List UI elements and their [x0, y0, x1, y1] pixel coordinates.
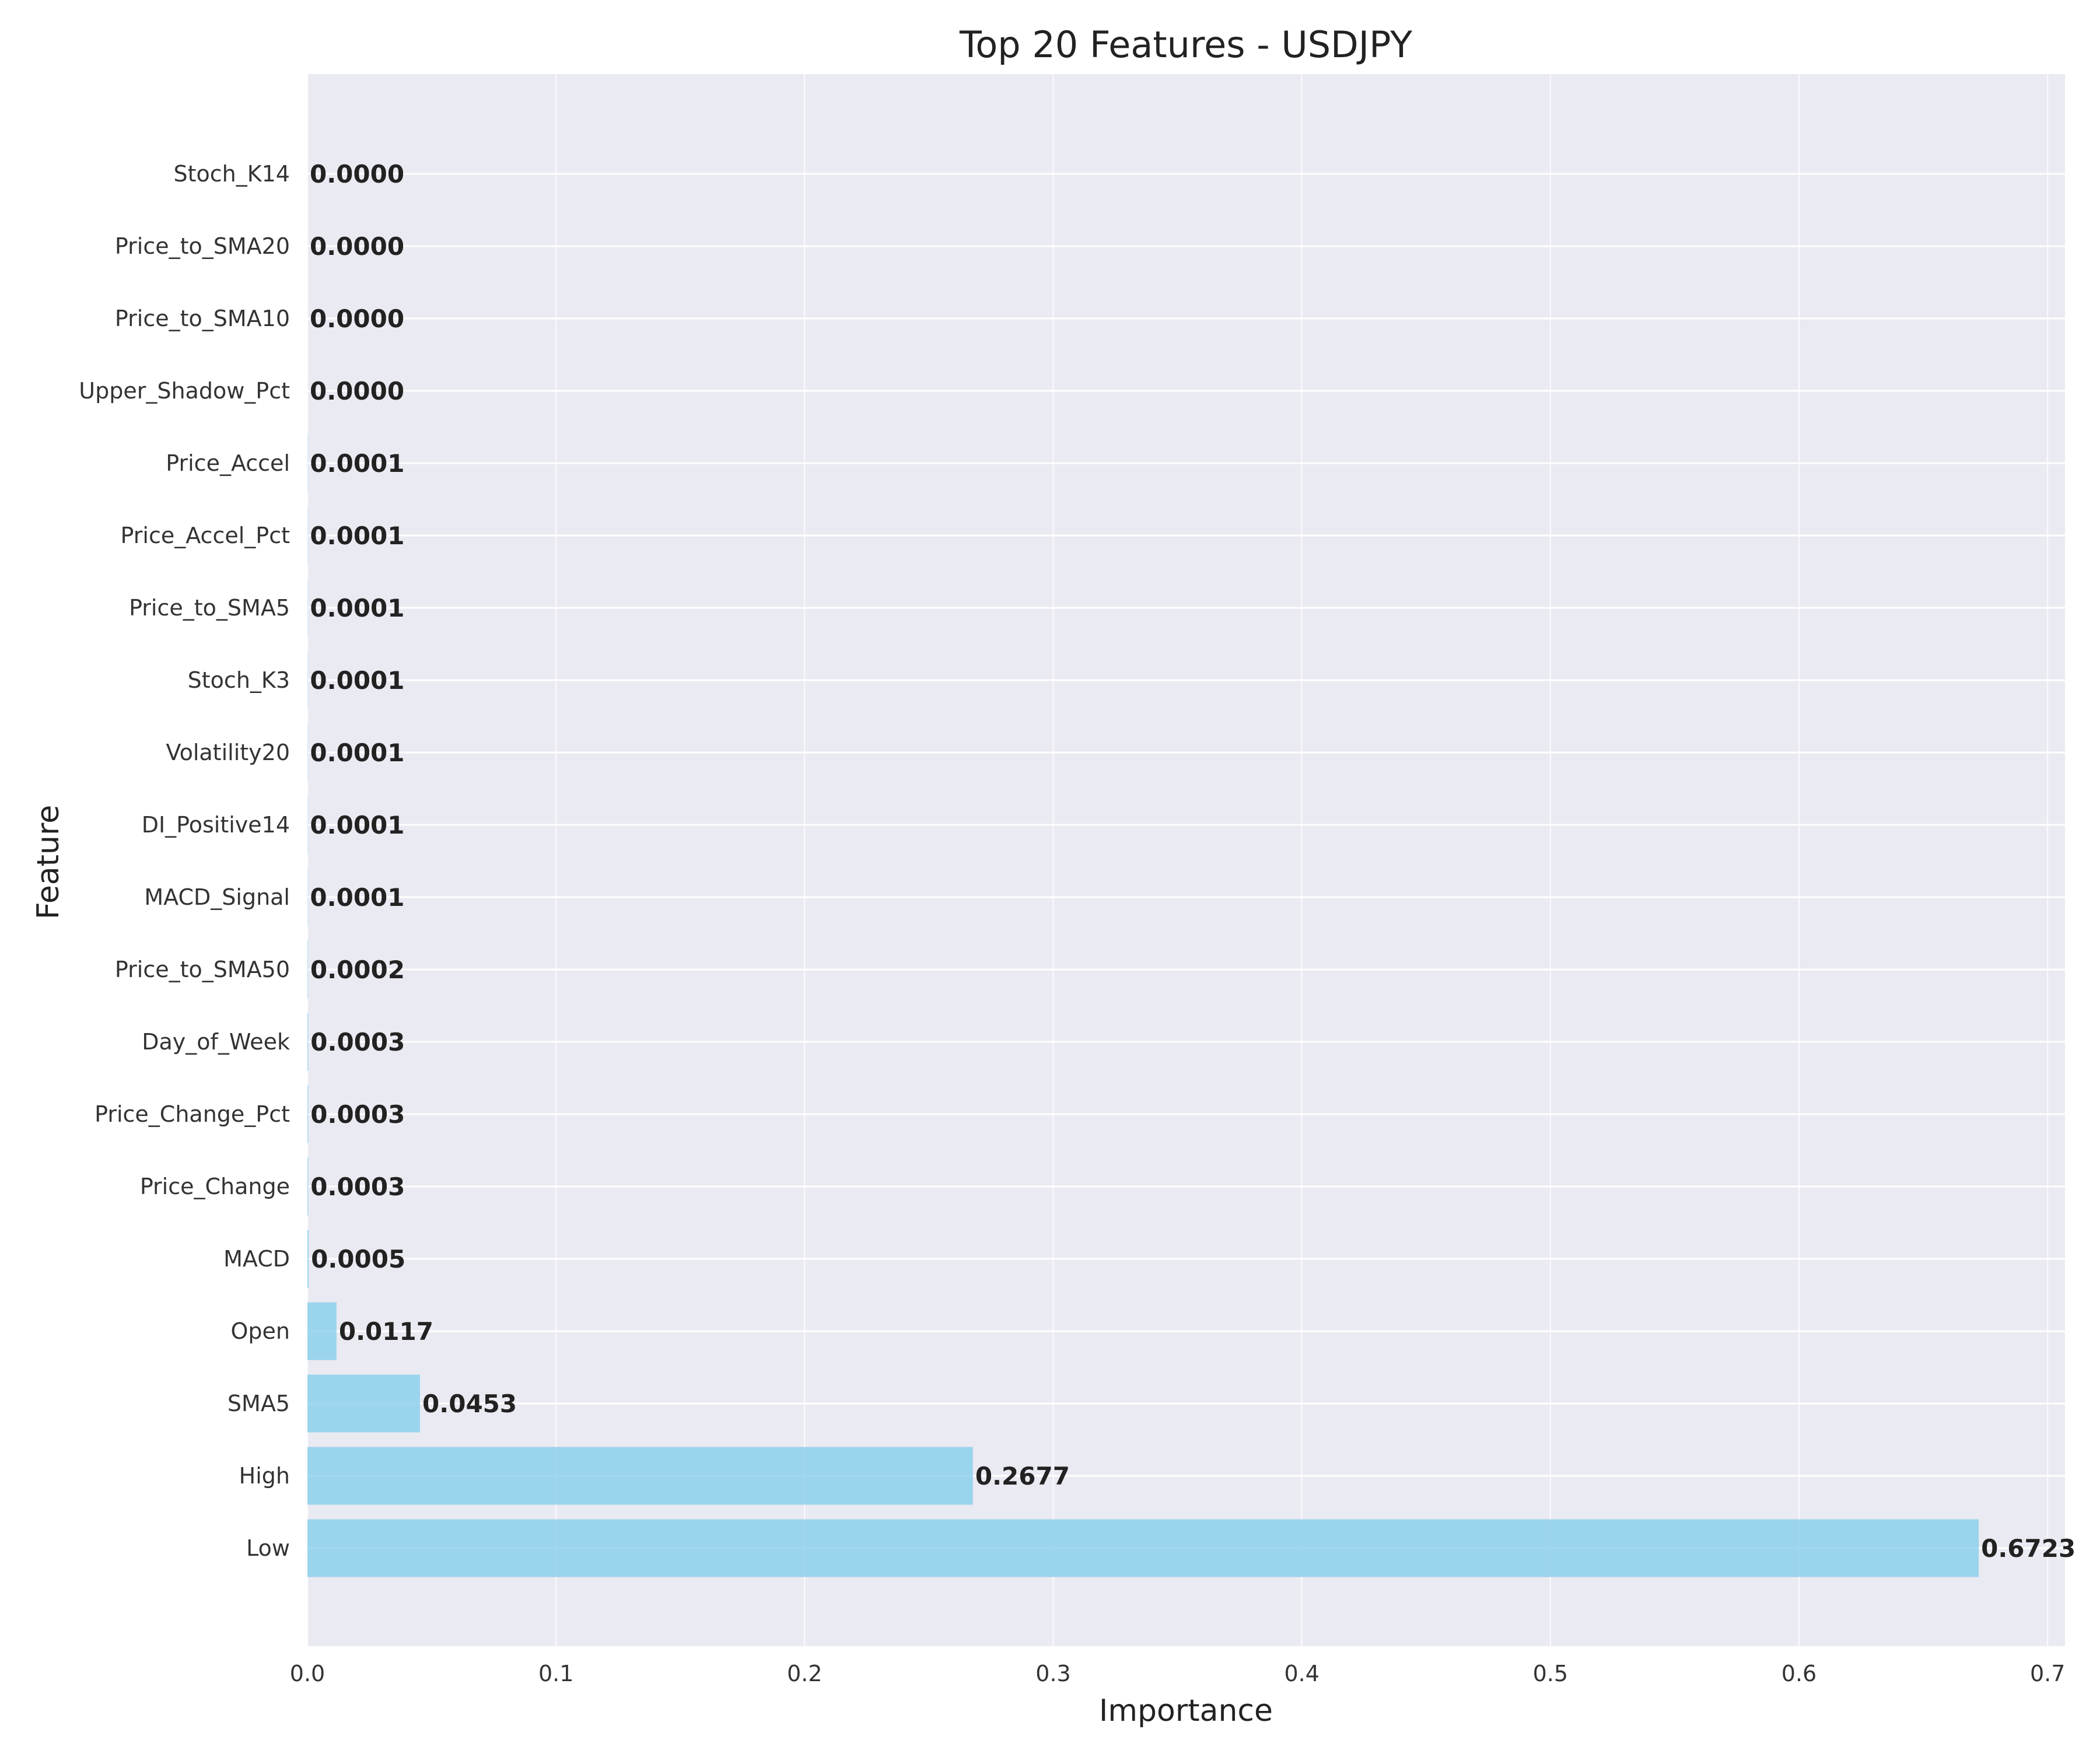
x-tick-label: 0.6 [1782, 1661, 1817, 1686]
y-tick-label: Price_to_SMA10 [115, 306, 290, 331]
data-label: 0.0000 [310, 304, 404, 333]
data-label: 0.6723 [1981, 1534, 2076, 1563]
data-label: 0.0001 [310, 666, 404, 695]
x-tick-label: 0.5 [1533, 1661, 1568, 1686]
data-label: 0.0453 [422, 1390, 517, 1418]
y-tick-label: Upper_Shadow_Pct [79, 378, 290, 404]
y-tick-label: Price_Accel [166, 450, 290, 476]
y-tick-label: Price_Accel_Pct [121, 523, 290, 548]
bar [307, 1447, 973, 1505]
bar [307, 1374, 421, 1433]
y-tick-label: Stoch_K3 [188, 667, 290, 693]
data-label: 0.0000 [310, 160, 404, 188]
data-label: 0.0001 [310, 594, 404, 622]
bar [307, 1519, 1979, 1577]
y-tick-label: MACD [223, 1246, 290, 1272]
bar [307, 1230, 309, 1288]
y-tick-label: Price_Change [140, 1174, 290, 1199]
data-label: 0.0001 [310, 522, 404, 550]
bar [307, 1157, 309, 1216]
y-tick-label: MACD_Signal [144, 884, 290, 910]
x-gridlines [307, 74, 2049, 1646]
data-label: 0.0001 [310, 883, 404, 912]
y-tick-label: Price_to_SMA50 [115, 957, 290, 982]
bar [307, 1302, 337, 1360]
data-label: 0.0002 [310, 956, 405, 984]
y-tick-label: Price_to_SMA5 [129, 595, 290, 621]
y-tick-label: Day_of_Week [142, 1029, 290, 1055]
y-tick-label: DI_Positive14 [142, 812, 290, 838]
data-label: 0.0001 [310, 738, 404, 767]
x-tick-label: 0.3 [1035, 1661, 1070, 1686]
y-tick-label: Price_Change_Pct [94, 1101, 290, 1127]
x-tick-label: 0.4 [1284, 1661, 1319, 1686]
data-labels: 0.6723 0.2677 0.0453 0.0117 0.0005 0.0003 0.00… [310, 160, 2076, 1563]
data-label: 0.2677 [975, 1462, 1070, 1490]
data-label: 0.0003 [310, 1172, 405, 1201]
x-tick-label: 0.7 [2030, 1661, 2065, 1686]
data-label: 0.0117 [339, 1317, 433, 1346]
x-axis-label: Importance [1099, 1693, 1273, 1728]
y-gridlines [307, 173, 2065, 1549]
y-tick-label: Price_to_SMA20 [115, 233, 290, 259]
x-tick-label: 0.1 [538, 1661, 573, 1686]
bar [307, 940, 308, 999]
data-label: 0.0001 [310, 449, 404, 478]
y-tick-label: Low [246, 1535, 290, 1561]
x-tick-label: 0.0 [290, 1661, 325, 1686]
y-tick-label: Open [231, 1318, 290, 1344]
data-label: 0.0003 [310, 1028, 405, 1056]
data-label: 0.0000 [310, 377, 404, 405]
y-axis-label: Feature [31, 805, 66, 920]
bar [307, 1013, 309, 1071]
y-tick-label: Volatility20 [166, 740, 290, 765]
y-tick-label: High [239, 1463, 290, 1489]
plot-area [307, 74, 2065, 1646]
x-tick-labels: 0.0 0.1 0.2 0.3 0.4 0.5 0.6 0.7 [290, 1661, 2066, 1686]
data-label: 0.0000 [310, 232, 404, 261]
y-tick-label: SMA5 [228, 1391, 290, 1416]
data-label: 0.0005 [311, 1245, 405, 1273]
data-label: 0.0001 [310, 811, 404, 839]
y-tick-label: Stoch_K14 [173, 161, 290, 187]
bar [307, 1085, 309, 1143]
bars [307, 434, 1979, 1577]
chart-title: Top 20 Features - USDJPY [959, 23, 1412, 66]
data-label: 0.0003 [310, 1100, 405, 1129]
y-tick-labels: Low High SMA5 Open MACD Price_Change Price_Cha… [79, 161, 290, 1561]
x-tick-label: 0.2 [787, 1661, 822, 1686]
